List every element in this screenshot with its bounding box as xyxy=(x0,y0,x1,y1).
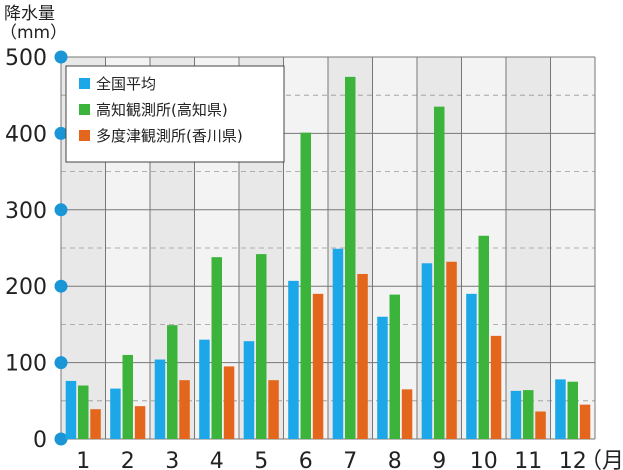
y-tick-label-0: 0 xyxy=(33,428,47,453)
x-tick-label-12: 12 xyxy=(559,449,587,470)
bar-series xyxy=(65,76,591,440)
bar-s3-m12 xyxy=(579,404,591,439)
x-tick-label-4: 4 xyxy=(210,449,224,470)
bar-s3-m10 xyxy=(490,335,502,439)
x-tick-label-3: 3 xyxy=(165,449,179,470)
bar-s3-m11 xyxy=(535,411,546,439)
bar-s3-m4 xyxy=(223,366,235,439)
y-tick-label-200: 200 xyxy=(5,275,47,300)
x-tick-label-10: 10 xyxy=(470,449,498,470)
bar-s1-m7 xyxy=(332,248,344,439)
bar-s3-m5 xyxy=(268,380,279,439)
y-tick-label-100: 100 xyxy=(5,352,47,377)
bar-s1-m3 xyxy=(154,359,166,439)
bar-s2-m10 xyxy=(478,235,489,439)
bar-s1-m9 xyxy=(421,263,433,439)
legend-box xyxy=(65,65,285,163)
bar-s2-m2 xyxy=(122,354,133,439)
bar-s1-m8 xyxy=(377,316,388,439)
y-tick-marker-200 xyxy=(54,279,68,293)
y-tick-marker-400 xyxy=(54,126,68,140)
bar-s1-m11 xyxy=(510,390,522,439)
x-tick-label-9: 9 xyxy=(432,449,446,470)
x-tick-label-5: 5 xyxy=(254,449,268,470)
x-tick-label-1: 1 xyxy=(76,449,90,470)
y-tick-labels: 0 100 200 300 400 500 xyxy=(5,46,47,453)
bar-s1-m10 xyxy=(466,293,477,439)
bar-s3-m1 xyxy=(90,409,101,439)
y-axis-label-line2: （mm） xyxy=(0,23,67,43)
legend-swatch-3 xyxy=(79,130,90,141)
y-tick-marker-100 xyxy=(54,356,68,370)
bar-s2-m8 xyxy=(389,294,400,439)
bar-s2-m4 xyxy=(211,257,222,439)
x-tick-label-11: 11 xyxy=(514,449,542,470)
bar-s3-m2 xyxy=(134,406,146,439)
bar-s2-m6 xyxy=(300,132,311,440)
y-tick-marker-0 xyxy=(54,432,68,446)
bar-s3-m7 xyxy=(357,273,368,439)
bar-s1-m12 xyxy=(555,379,566,439)
bar-s1-m2 xyxy=(110,388,121,439)
bar-s2-m7 xyxy=(345,76,356,439)
bar-s1-m5 xyxy=(243,341,255,439)
y-axis-markers xyxy=(54,50,68,446)
bar-s2-m3 xyxy=(167,325,178,439)
bar-s1-m6 xyxy=(288,280,299,439)
y-tick-label-400: 400 xyxy=(5,122,47,147)
bar-s2-m9 xyxy=(434,106,445,439)
bar-s1-m4 xyxy=(199,339,210,439)
bar-s3-m6 xyxy=(312,293,324,439)
bar-s1-m1 xyxy=(65,380,77,439)
x-axis-unit: （月） xyxy=(580,449,623,470)
x-tick-label-8: 8 xyxy=(388,449,402,470)
bar-s3-m3 xyxy=(179,380,190,439)
y-tick-marker-500 xyxy=(54,50,68,64)
bar-s2-m5 xyxy=(256,254,267,439)
legend-label-3: 多度津観測所(香川県) xyxy=(96,127,243,145)
bar-s2-m11 xyxy=(523,390,534,439)
y-axis-label-line1: 降水量 xyxy=(4,4,55,24)
legend-label-1: 全国平均 xyxy=(96,75,156,93)
bar-s3-m9 xyxy=(446,261,457,439)
y-tick-label-300: 300 xyxy=(5,199,47,224)
x-tick-labels: 1 2 3 4 5 6 7 8 9 10 11 12 xyxy=(76,449,587,470)
bar-s2-m1 xyxy=(78,385,89,439)
y-tick-marker-300 xyxy=(54,203,68,217)
bar-s2-m12 xyxy=(567,381,578,439)
bar-s3-m8 xyxy=(401,389,413,439)
x-tick-label-7: 7 xyxy=(343,449,357,470)
legend-swatch-1 xyxy=(79,78,90,89)
y-tick-label-500: 500 xyxy=(5,46,47,71)
x-tick-label-2: 2 xyxy=(121,449,135,470)
legend-swatch-2 xyxy=(79,104,90,115)
x-tick-label-6: 6 xyxy=(299,449,313,470)
legend-label-2: 高知観測所(高知県) xyxy=(96,101,228,119)
